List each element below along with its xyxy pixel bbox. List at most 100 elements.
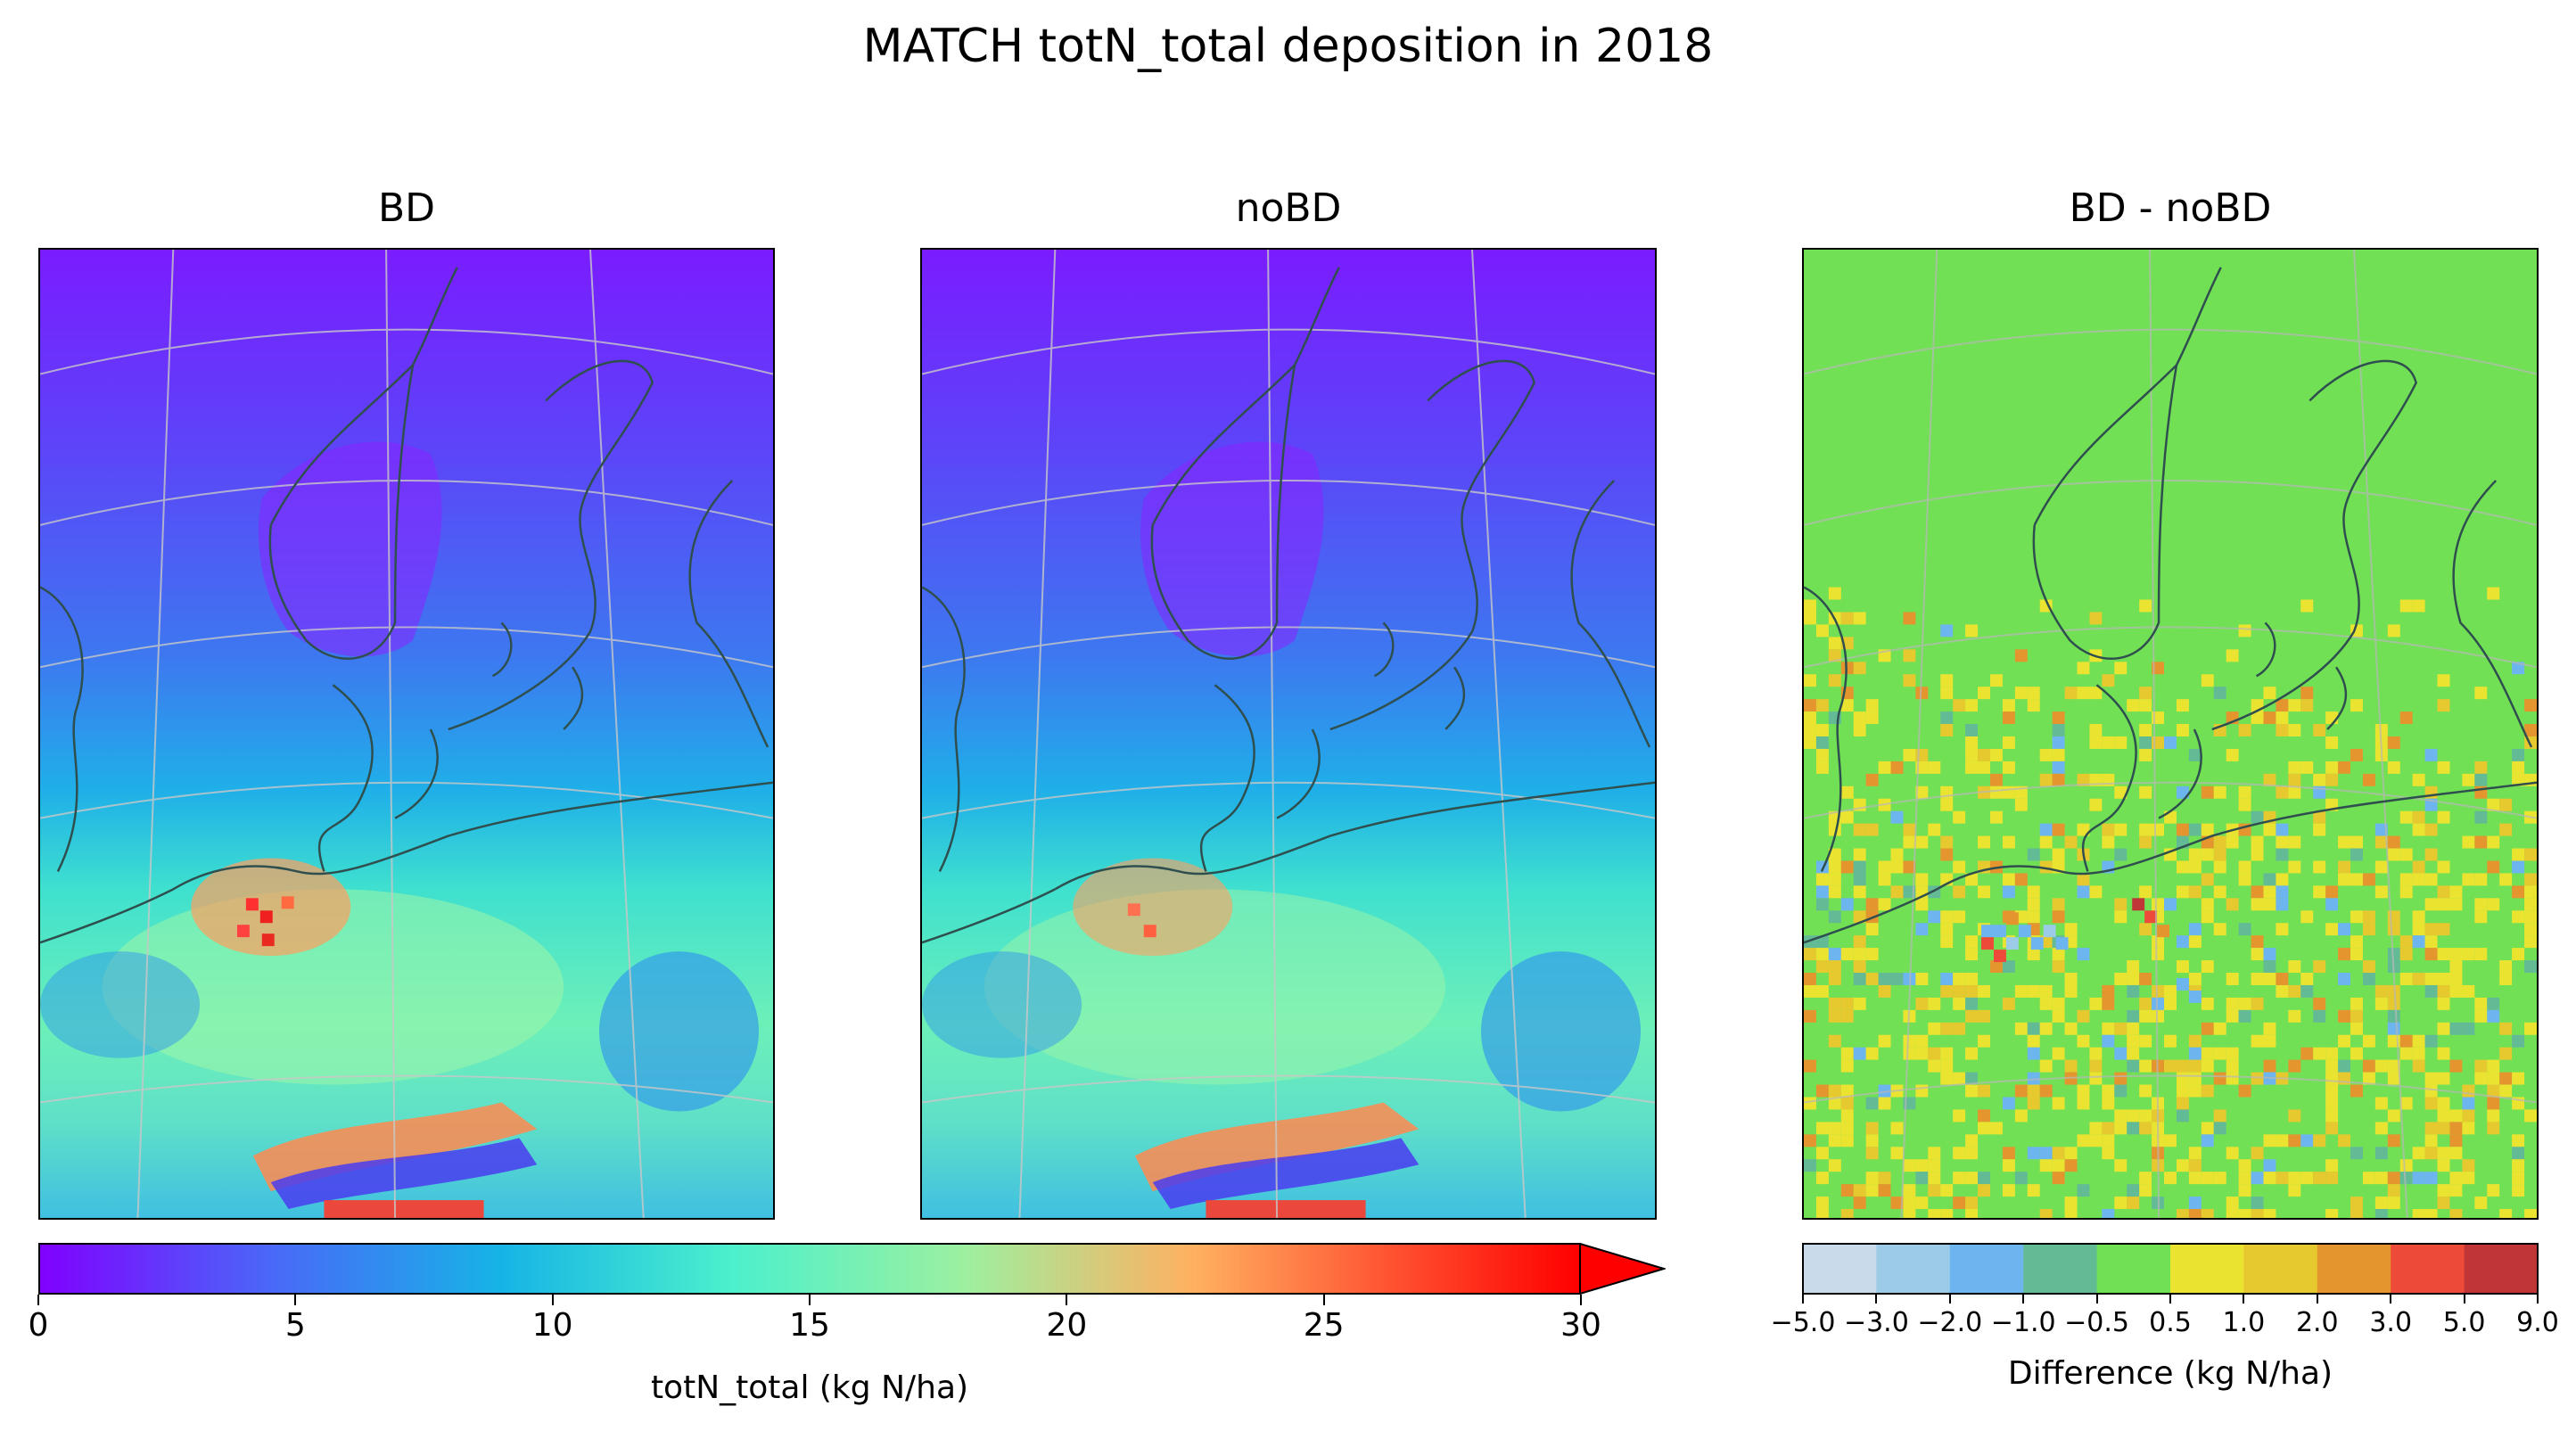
- difference-pixel: [2313, 810, 2326, 824]
- difference-pixel: [1828, 1084, 1841, 1098]
- difference-pixel: [2027, 848, 2040, 861]
- colorbar-diff-tick-mark: [2022, 1295, 2025, 1304]
- difference-pixel: [2164, 1134, 2177, 1147]
- difference-pixel: [2226, 1072, 2239, 1085]
- map-diff: [1804, 250, 2537, 1218]
- difference-pixel: [2102, 1147, 2115, 1160]
- difference-pixel: [2039, 1084, 2053, 1098]
- colorbar-extend-arrow: [1579, 1242, 1667, 1295]
- colorbar-main-bar: [38, 1242, 1667, 1295]
- difference-pixel: [2263, 1059, 2276, 1073]
- difference-pixel: [2052, 1172, 2065, 1185]
- difference-pixel: [2374, 885, 2388, 899]
- difference-pixel: [1890, 848, 1904, 861]
- difference-pixel: [2325, 1072, 2339, 1085]
- difference-pixel: [2002, 1147, 2015, 1160]
- difference-pixel: [1940, 923, 1954, 936]
- difference-pixel: [2089, 997, 2103, 1010]
- difference-pixel: [2362, 910, 2375, 924]
- difference-pixel: [2487, 997, 2500, 1010]
- difference-pixel: [1853, 948, 1866, 961]
- difference-pixel: [2226, 997, 2239, 1010]
- difference-pixel: [2374, 1122, 2388, 1135]
- difference-pixel: [2114, 1109, 2127, 1123]
- difference-pixel: [2512, 748, 2525, 761]
- difference-pixel: [2114, 910, 2127, 924]
- difference-pixel: [2288, 984, 2301, 998]
- difference-pixel: [2288, 699, 2301, 712]
- difference-pixel: [2387, 1197, 2400, 1210]
- difference-pixel: [2251, 1147, 2264, 1160]
- difference-pixel: [2338, 948, 2351, 961]
- difference-pixel: [2188, 1034, 2202, 1048]
- difference-pixel: [1865, 923, 1879, 936]
- difference-pixel: [2300, 973, 2314, 985]
- map-bd: [40, 250, 773, 1218]
- difference-pixel: [2213, 860, 2226, 874]
- difference-pixel: [1878, 984, 1891, 998]
- difference-pixel: [2276, 885, 2289, 899]
- difference-pixel: [2424, 823, 2438, 836]
- difference-pixel: [2226, 835, 2239, 849]
- difference-pixel: [2512, 1147, 2525, 1160]
- difference-pixel: [1953, 1072, 1966, 1085]
- difference-pixel: [2139, 923, 2152, 936]
- difference-pixel: [2188, 1197, 2202, 1210]
- difference-pixel: [2499, 823, 2513, 836]
- colorbar-main-tick-label: 0: [28, 1307, 49, 1344]
- difference-pixel: [2350, 1047, 2363, 1060]
- difference-pixel: [1890, 973, 1904, 985]
- difference-pixel: [2263, 823, 2276, 836]
- difference-pixel: [2152, 898, 2165, 911]
- difference-pixel: [2350, 848, 2363, 861]
- difference-pixel: [2139, 1109, 2152, 1123]
- difference-pixel: [1928, 1147, 1941, 1160]
- difference-pixel: [2164, 1059, 2177, 1073]
- difference-pixel: [2474, 687, 2488, 700]
- difference-pixel: [2089, 798, 2103, 811]
- difference-pixel: [1989, 748, 2003, 761]
- difference-pixel: [2437, 948, 2450, 961]
- difference-pixel: [1840, 948, 1854, 961]
- difference-pixel: [1828, 1122, 1841, 1135]
- difference-pixel: [2474, 1072, 2488, 1085]
- difference-pixel: [2077, 1009, 2090, 1023]
- difference-pixel: [2325, 898, 2339, 911]
- difference-pixel: [1815, 761, 1829, 774]
- difference-pixel: [2313, 1047, 2326, 1060]
- difference-pixel: [2524, 724, 2537, 736]
- difference-pixel: [1840, 699, 1854, 712]
- colorbar-main-tick-label: 25: [1303, 1307, 1345, 1344]
- difference-pixel: [2399, 885, 2413, 899]
- difference-pixel: [1878, 1184, 1891, 1197]
- difference-pixel: [2005, 912, 2019, 925]
- difference-pixel: [2102, 997, 2115, 1010]
- colorbar-diff-tick-label: −0.5: [2064, 1307, 2130, 1338]
- difference-pixel: [2512, 1159, 2525, 1172]
- difference-pixel: [2374, 984, 2388, 998]
- difference-pixel: [2276, 898, 2289, 911]
- difference-pixel: [2288, 773, 2301, 786]
- difference-pixel: [2512, 662, 2525, 675]
- difference-pixel: [2263, 711, 2276, 725]
- difference-pixel: [2387, 1172, 2400, 1185]
- difference-pixel: [1828, 848, 1841, 861]
- difference-pixel: [1965, 1047, 1979, 1060]
- difference-pixel: [2288, 761, 2301, 774]
- difference-pixel: [2512, 848, 2525, 861]
- difference-pixel: [2412, 1209, 2425, 1218]
- difference-pixel: [2462, 1022, 2475, 1035]
- difference-pixel: [2325, 1122, 2339, 1135]
- difference-pixel: [1878, 973, 1891, 985]
- difference-pixel: [2412, 810, 2425, 824]
- difference-pixel: [1828, 637, 1841, 650]
- difference-pixel: [2374, 1197, 2388, 1210]
- difference-pixel: [1840, 1047, 1854, 1060]
- difference-pixel: [2325, 1059, 2339, 1073]
- difference-pixel: [2462, 1172, 2475, 1185]
- colorbar-diff-tick-mark: [2537, 1295, 2539, 1304]
- difference-pixel: [2102, 1084, 2115, 1098]
- difference-pixel: [2055, 937, 2069, 950]
- difference-pixel: [2052, 948, 2065, 961]
- difference-pixel: [1804, 724, 1816, 736]
